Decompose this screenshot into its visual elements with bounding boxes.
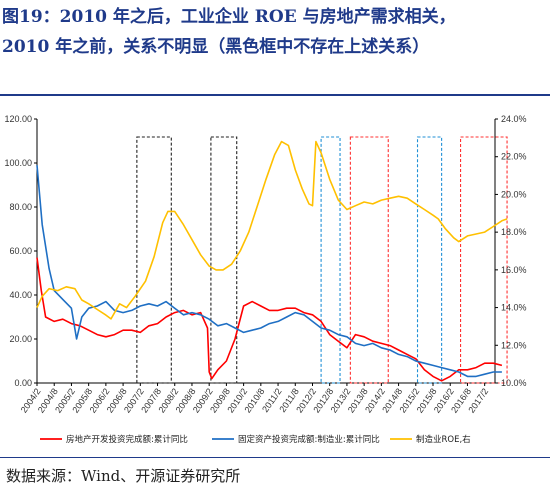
y-right-tick-label: 22.0%	[501, 152, 527, 162]
highlight-box-red	[349, 136, 389, 384]
x-axis: 2004/22004/82005/22005/82006/22006/82007…	[19, 383, 490, 415]
y-left-tick-label: 80.00	[9, 202, 32, 212]
highlight-box-blue	[320, 136, 341, 384]
series-line-1	[36, 257, 503, 382]
highlight-box-red	[460, 136, 508, 384]
legend-label-1: 房地产开发投资完成额:累计同比	[66, 434, 188, 445]
y-right-tick-label: 18.0%	[501, 227, 527, 237]
figure-title-line-1: 图19：2010 年之后，工业企业 ROE 与房地产需求相关，	[2, 7, 456, 27]
highlight-boxes	[136, 136, 508, 384]
y-left-tick-label: 40.00	[9, 290, 32, 300]
highlight-box-black	[210, 136, 238, 384]
highlight-box-black	[136, 136, 172, 384]
line-chart: 0.00 20.00 40.00 60.00 80.00 100.00 120.00 10.…	[4, 114, 527, 445]
y-axis-right: 10.0% 12.0% 14.0% 16.0% 18.0% 20.0% 22.0% 24.0%	[495, 114, 527, 388]
y-left-tick-label: 60.00	[9, 246, 32, 256]
y-left-tick-label: 0.00	[14, 378, 32, 388]
y-axis-left: 0.00 20.00 40.00 60.00 80.00 100.00 120.00	[4, 114, 37, 388]
y-left-tick-label: 120.00	[4, 114, 32, 124]
legend-label-2: 固定资产投资完成额:制造业:累计同比	[238, 434, 380, 445]
legend-label-3: 制造业ROE,右	[416, 434, 471, 445]
y-left-tick-label: 20.00	[9, 334, 32, 344]
series-line-3	[36, 140, 508, 320]
y-left-tick-label: 100.00	[4, 158, 32, 168]
highlight-box-blue	[416, 136, 443, 384]
figure-title-line-2: 2010 年之前，关系不明显（黑色框中不存在上述关系）	[2, 37, 430, 57]
data-source-note: 数据来源：Wind、开源证券研究所	[6, 467, 241, 485]
y-right-tick-label: 10.0%	[501, 378, 527, 388]
source-divider	[0, 457, 550, 458]
y-right-tick-label: 14.0%	[501, 303, 527, 313]
plot-frame	[36, 119, 496, 384]
y-right-tick-label: 12.0%	[501, 340, 527, 350]
figure-title: 图19：2010 年之后，工业企业 ROE 与房地产需求相关， 2010 年之前…	[2, 2, 548, 62]
y-right-tick-label: 24.0%	[501, 114, 527, 124]
y-right-tick-label: 20.0%	[501, 189, 527, 199]
title-divider	[0, 94, 550, 96]
y-right-tick-label: 16.0%	[501, 265, 527, 275]
series-lines	[36, 140, 508, 382]
series-line-2	[36, 165, 502, 378]
legend: 房地产开发投资完成额:累计同比 固定资产投资完成额:制造业:累计同比 制造业ROE,…	[40, 434, 471, 445]
